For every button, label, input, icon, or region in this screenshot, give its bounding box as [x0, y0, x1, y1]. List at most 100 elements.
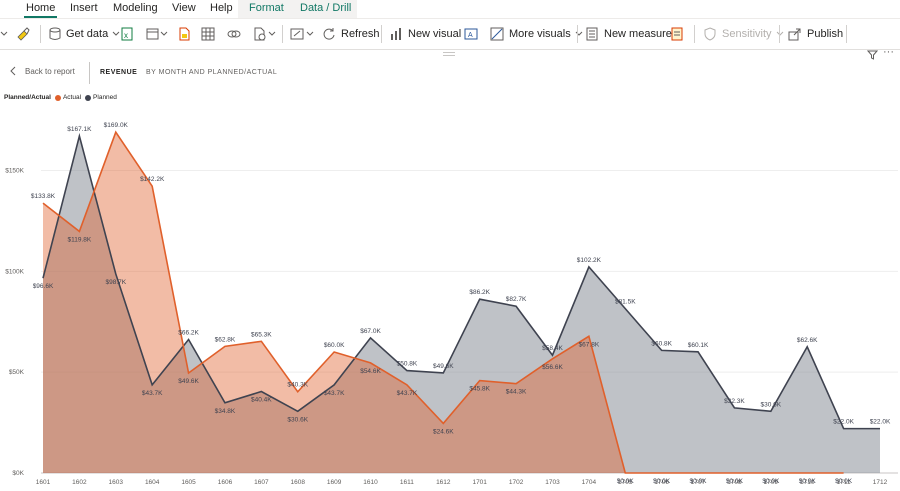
- x-tick-label: 1603: [109, 479, 124, 486]
- tab-home[interactable]: Home: [23, 0, 58, 18]
- recent-sources-icon[interactable]: [253, 19, 277, 49]
- tab-format[interactable]: Format: [249, 2, 284, 14]
- data-label-actual: $45.8K: [469, 386, 490, 393]
- data-label-actual: $60.0K: [324, 342, 345, 349]
- x-tick-label: 1703: [545, 479, 560, 486]
- svg-text:A: A: [468, 32, 473, 39]
- data-label-planned: $66.2K: [178, 329, 199, 336]
- tab-view[interactable]: View: [172, 2, 196, 14]
- area-actual: [43, 132, 844, 473]
- data-label-actual: $0.0K: [762, 478, 780, 485]
- quick-measure-icon[interactable]: [670, 19, 684, 49]
- x-tick-label: 1710: [800, 479, 815, 486]
- new-visual-button[interactable]: New visual: [389, 19, 461, 49]
- calculator-icon: [586, 27, 598, 41]
- back-to-report-button[interactable]: Back to report: [10, 66, 75, 76]
- data-label-planned: $96.6K: [33, 283, 54, 290]
- drill-title: REVENUE: [100, 69, 138, 76]
- data-label-planned: $43.7K: [324, 390, 345, 397]
- y-tick-label: $0K: [12, 470, 24, 477]
- legend-item-planned[interactable]: Planned: [93, 94, 117, 101]
- x-tick-label: 1605: [181, 479, 196, 486]
- x-tick-label: 1609: [327, 479, 342, 486]
- get-data-button[interactable]: Get data: [48, 19, 121, 49]
- y-tick-label: $50K: [9, 369, 25, 376]
- new-visual-label: New visual: [408, 28, 462, 40]
- legend-marker-planned: [85, 94, 92, 101]
- sensitivity-label: Sensitivity: [722, 28, 772, 40]
- refresh-button[interactable]: Refresh: [322, 19, 380, 49]
- data-label-actual: $0.0K: [690, 478, 708, 485]
- dataverse-icon[interactable]: [227, 19, 241, 49]
- data-label-actual: $142.2K: [140, 176, 165, 183]
- data-label-actual: $65.3K: [251, 331, 272, 338]
- data-label-actual: $133.8K: [31, 193, 56, 200]
- data-label-actual: $40.3K: [287, 382, 308, 389]
- x-tick-label: 1612: [436, 479, 451, 486]
- x-tick-label: 1607: [254, 479, 269, 486]
- enter-data-icon[interactable]: [201, 19, 215, 49]
- y-tick-label: $150K: [5, 168, 24, 175]
- publish-icon: [788, 28, 801, 41]
- x-tick-label: 1708: [727, 479, 742, 486]
- sql-server-icon[interactable]: [177, 19, 191, 49]
- get-data-label: Get data: [66, 28, 109, 40]
- text-box-icon[interactable]: A: [464, 19, 478, 49]
- x-tick-label: 1702: [509, 479, 524, 486]
- data-label-actual: $62.8K: [215, 336, 236, 343]
- format-painter-icon[interactable]: [16, 19, 30, 49]
- x-tick-label: 1606: [218, 479, 233, 486]
- more-options-icon[interactable]: ···: [883, 46, 894, 58]
- data-label-actual: $44.3K: [506, 389, 527, 396]
- tab-data-drill[interactable]: Data / Drill: [300, 2, 352, 14]
- y-tick-label: $100K: [5, 268, 24, 275]
- data-label-planned: $86.2K: [469, 289, 490, 296]
- data-label-planned: $32.3K: [724, 398, 745, 405]
- line-planned: [42, 132, 880, 430]
- new-measure-button[interactable]: New measure: [585, 19, 672, 49]
- data-label-planned: $43.7K: [142, 390, 163, 397]
- transform-data-icon[interactable]: [290, 19, 316, 49]
- data-label-actual: $43.7K: [397, 390, 418, 397]
- x-tick-label: 1701: [472, 479, 487, 486]
- tab-modeling[interactable]: Modeling: [113, 2, 158, 14]
- line-actual: [42, 130, 844, 474]
- tab-help[interactable]: Help: [210, 2, 233, 14]
- more-visuals-button[interactable]: More visuals: [490, 19, 584, 49]
- data-label-planned: $102.2K: [577, 257, 602, 264]
- data-label-planned: $82.7K: [506, 296, 527, 303]
- database-icon: [49, 27, 61, 40]
- ribbon-toolbar: Get data x Refresh New visual A More vis…: [0, 18, 900, 50]
- sensitivity-button[interactable]: Sensitivity: [703, 19, 785, 49]
- new-measure-label: New measure: [604, 28, 672, 40]
- collapse-chevron-icon[interactable]: [0, 19, 8, 49]
- data-label-planned: $22.0K: [870, 419, 891, 426]
- shield-icon: [704, 27, 716, 41]
- excel-icon[interactable]: x: [120, 19, 134, 49]
- data-label-actual: $0.0K: [653, 478, 671, 485]
- data-label-planned: $81.5K: [615, 299, 636, 306]
- data-label-actual: $49.6K: [178, 378, 199, 385]
- publish-label: Publish: [807, 28, 844, 40]
- data-label-planned: $67.0K: [360, 328, 381, 335]
- publish-button[interactable]: Publish: [788, 19, 843, 49]
- header-divider: [89, 62, 90, 84]
- data-label-actual: $0.0K: [799, 478, 817, 485]
- data-label-actual: $24.6K: [433, 428, 454, 435]
- bar-chart-icon: [391, 28, 401, 40]
- more-visuals-label: More visuals: [509, 28, 571, 40]
- legend-title: Planned/Actual: [4, 94, 51, 101]
- pane-resize-grip[interactable]: [443, 52, 455, 56]
- filter-icon[interactable]: [866, 47, 879, 65]
- x-tick-label: 1711: [837, 479, 851, 486]
- legend-item-actual[interactable]: Actual: [62, 94, 82, 101]
- tab-insert[interactable]: Insert: [70, 2, 98, 14]
- x-tick-label: 1602: [72, 479, 87, 486]
- x-tick-label: 1706: [654, 479, 669, 486]
- x-tick-label: 1608: [291, 479, 306, 486]
- chevron-left-icon: [10, 66, 16, 76]
- data-hub-icon[interactable]: [146, 19, 168, 49]
- data-label-planned: $167.1K: [67, 126, 92, 133]
- refresh-icon: [323, 28, 335, 40]
